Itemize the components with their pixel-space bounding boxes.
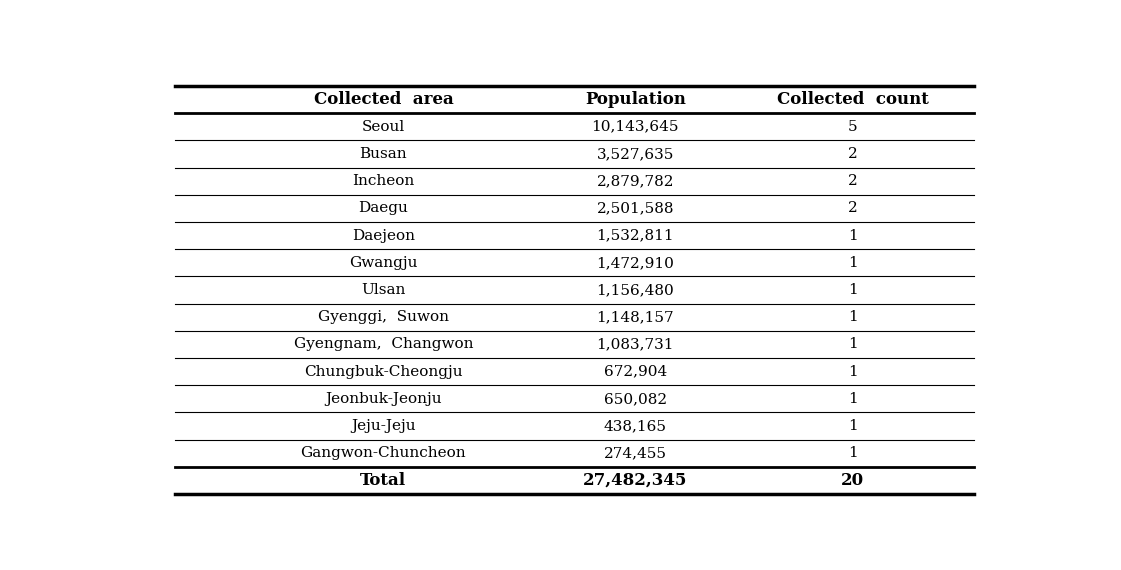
Text: Gyengnam,  Changwon: Gyengnam, Changwon xyxy=(294,337,473,352)
Text: Ulsan: Ulsan xyxy=(361,283,406,297)
Text: 5: 5 xyxy=(847,120,858,134)
Text: 1: 1 xyxy=(847,446,858,461)
Text: 1: 1 xyxy=(847,337,858,352)
Text: Collected  count: Collected count xyxy=(777,91,928,108)
Text: 2,501,588: 2,501,588 xyxy=(596,201,674,215)
Text: 1,532,811: 1,532,811 xyxy=(596,229,674,243)
Text: Gwangju: Gwangju xyxy=(349,256,418,270)
Text: Gyenggi,  Suwon: Gyenggi, Suwon xyxy=(318,310,448,324)
Text: 1,472,910: 1,472,910 xyxy=(596,256,674,270)
Text: 1: 1 xyxy=(847,229,858,243)
Text: 274,455: 274,455 xyxy=(604,446,667,461)
Text: Jeonbuk-Jeonju: Jeonbuk-Jeonju xyxy=(325,392,442,406)
Text: 672,904: 672,904 xyxy=(604,365,667,378)
Text: 27,482,345: 27,482,345 xyxy=(583,472,687,489)
Text: 1: 1 xyxy=(847,392,858,406)
Text: 2: 2 xyxy=(847,174,858,188)
Text: Seoul: Seoul xyxy=(362,120,405,134)
Text: 1: 1 xyxy=(847,310,858,324)
Text: 10,143,645: 10,143,645 xyxy=(592,120,679,134)
Text: 1,156,480: 1,156,480 xyxy=(596,283,674,297)
Text: Incheon: Incheon xyxy=(352,174,415,188)
Text: Gangwon-Chuncheon: Gangwon-Chuncheon xyxy=(300,446,466,461)
Text: Daejeon: Daejeon xyxy=(352,229,415,243)
Text: Collected  area: Collected area xyxy=(314,91,453,108)
Text: 1: 1 xyxy=(847,419,858,433)
Text: 1: 1 xyxy=(847,365,858,378)
Text: Busan: Busan xyxy=(360,147,407,161)
Text: Chungbuk-Cheongju: Chungbuk-Cheongju xyxy=(304,365,463,378)
Text: 2,879,782: 2,879,782 xyxy=(596,174,674,188)
Text: Population: Population xyxy=(585,91,686,108)
Text: 20: 20 xyxy=(841,472,864,489)
Text: 650,082: 650,082 xyxy=(604,392,667,406)
Text: 2: 2 xyxy=(847,201,858,215)
Text: 1: 1 xyxy=(847,283,858,297)
Text: 1,083,731: 1,083,731 xyxy=(596,337,674,352)
Text: Daegu: Daegu xyxy=(359,201,408,215)
Text: 438,165: 438,165 xyxy=(604,419,667,433)
Text: Total: Total xyxy=(360,472,407,489)
Text: 2: 2 xyxy=(847,147,858,161)
Text: 1: 1 xyxy=(847,256,858,270)
Text: Jeju-Jeju: Jeju-Jeju xyxy=(351,419,416,433)
Text: 1,148,157: 1,148,157 xyxy=(596,310,674,324)
Text: 3,527,635: 3,527,635 xyxy=(596,147,674,161)
